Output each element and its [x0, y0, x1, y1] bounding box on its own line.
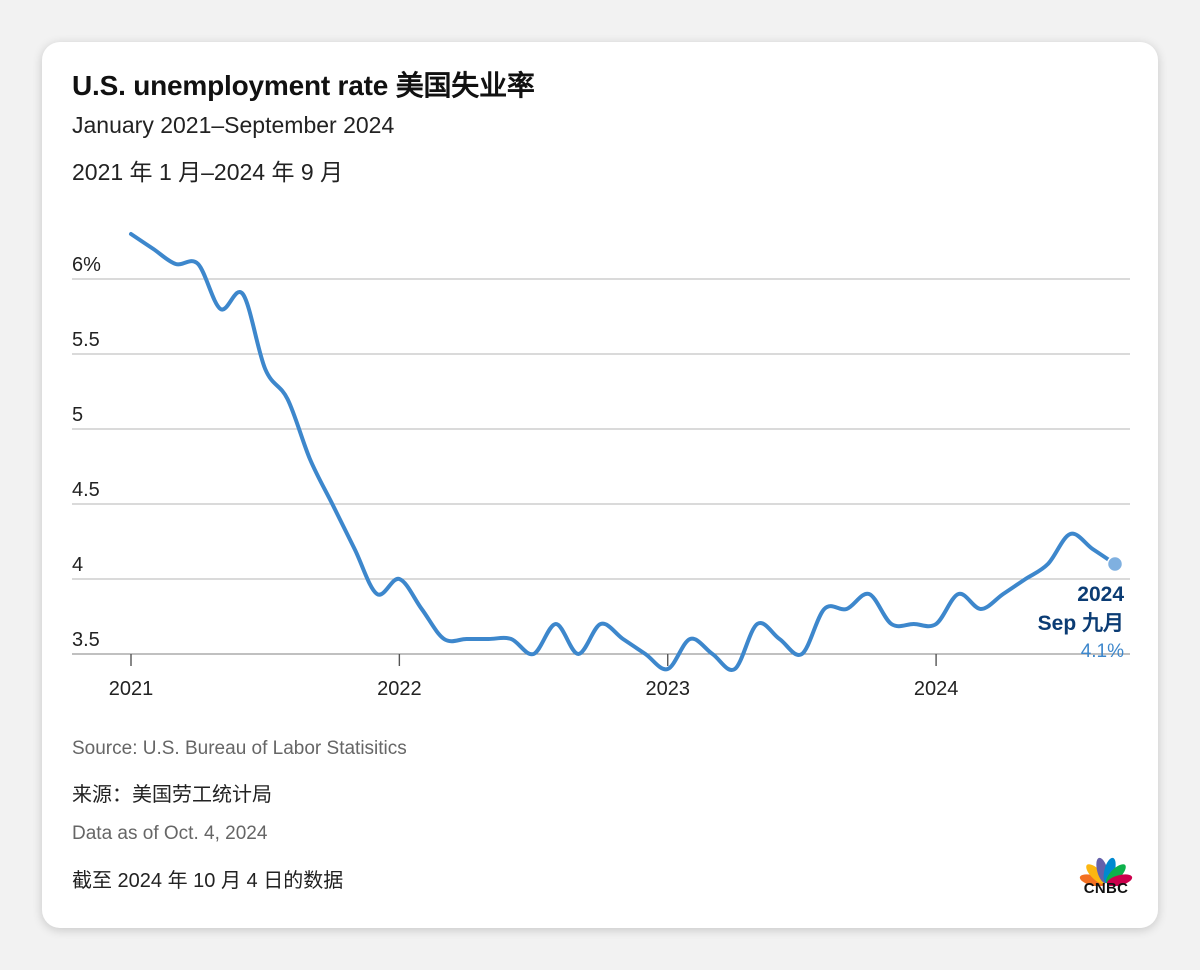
data-date-zh: 截至 2024 年 10 月 4 日的数据 — [72, 870, 344, 892]
y-tick-label: 5.5 — [72, 329, 100, 351]
chart-title: U.S. unemployment rate 美国失业率 — [72, 70, 535, 101]
callout-value: 4.1% — [1081, 641, 1124, 662]
y-tick-label: 3.5 — [72, 629, 100, 651]
data-date-en: Data as of Oct. 4, 2024 — [72, 823, 268, 844]
x-tick-label: 2023 — [645, 678, 690, 700]
x-tick-label: 2024 — [914, 678, 959, 700]
x-tick-label: 2022 — [377, 678, 422, 700]
unemployment-series-line — [129, 232, 1117, 672]
source-en: Source: U.S. Bureau of Labor Statisitics — [72, 738, 407, 759]
chart-subtitle-en: January 2021–September 2024 — [72, 112, 395, 138]
latest-point-marker — [1106, 555, 1124, 573]
chart-subtitle-zh: 2021 年 1 月–2024 年 9 月 — [72, 159, 344, 185]
x-tick-label: 2021 — [109, 678, 154, 700]
peacock-feather — [1106, 874, 1133, 886]
source-zh: 来源：美国劳工统计局 — [72, 784, 272, 806]
unemployment-line-chart: 3.5 4 4.5 5 5.5 6% 2021 2022 2023 2024 2024 Sep 九月 4… — [72, 232, 1130, 700]
callout-month: Sep 九月 — [1038, 612, 1124, 635]
y-tick-label: 5 — [72, 404, 83, 426]
y-tick-label: 6% — [72, 254, 101, 276]
cnbc-logo-text: CNBC — [1083, 880, 1129, 897]
chart-card: U.S. unemployment rate 美国失业率 January 202… — [42, 42, 1158, 928]
y-tick-label: 4.5 — [72, 479, 100, 501]
callout-year: 2024 — [1077, 583, 1124, 606]
y-tick-label: 4 — [72, 554, 83, 576]
peacock-icon — [1078, 854, 1134, 902]
